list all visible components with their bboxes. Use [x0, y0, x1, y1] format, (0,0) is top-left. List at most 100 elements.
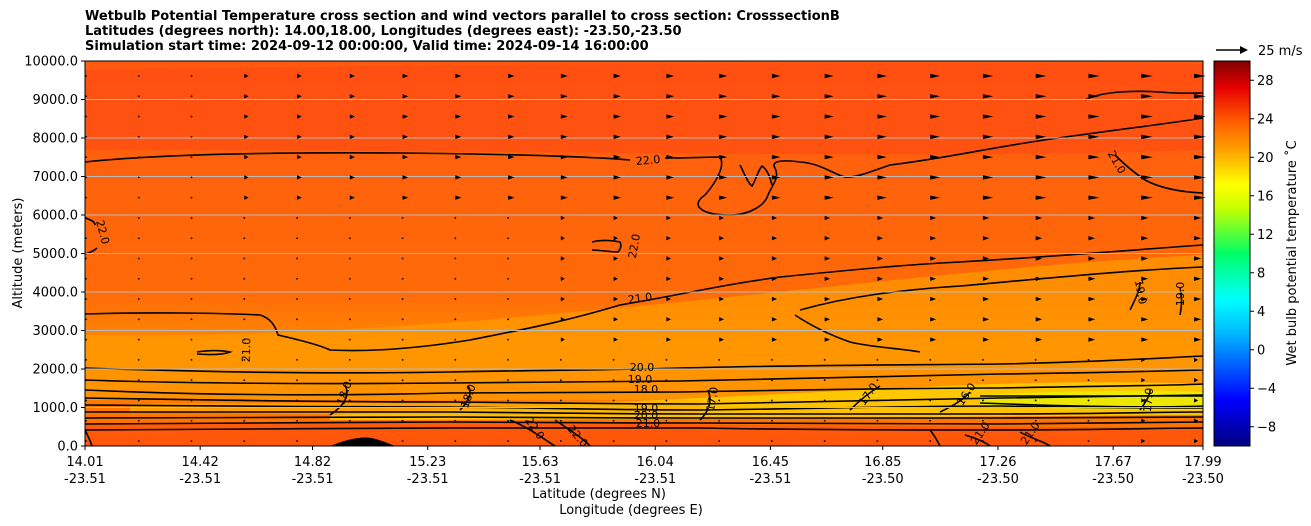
y-tick-label: 6000.0: [33, 209, 79, 224]
wind-reference-key: 25 m/s: [1216, 44, 1303, 59]
contour-16b: [1139, 389, 1151, 411]
colorbar-tick-label: 12: [1257, 228, 1274, 243]
wind-vector: [612, 358, 615, 361]
wind-vector: [719, 195, 728, 200]
wind-vector: [877, 114, 887, 119]
colorbar-label: Wet bulb potential temperature ˚C: [1284, 140, 1300, 365]
wind-vector: [1088, 317, 1096, 322]
x-axis: 14.01 -23.51 14.42 -23.51 14.82 -23.51 15.23 -2…: [64, 446, 1224, 487]
wind-vector: [612, 419, 615, 422]
colorbar-tick-label: 0: [1257, 343, 1265, 358]
wind-vector: [771, 296, 778, 302]
wind-vector: [560, 134, 568, 140]
wind-vector: [85, 237, 87, 240]
wind-vector: [137, 196, 140, 199]
wind-vector: [719, 317, 725, 322]
wind-vector: [454, 217, 457, 219]
wind-vector: [296, 257, 298, 260]
wind-vector: [1088, 215, 1096, 221]
wind-vector: [297, 175, 302, 180]
wind-vector: [560, 175, 568, 180]
wind-vector: [85, 95, 87, 98]
wind-vector: [1141, 276, 1149, 281]
colorbar-tick-label: 8: [1257, 266, 1265, 281]
wind-vector: [771, 236, 778, 241]
wind-vector: [455, 195, 462, 200]
wind-vector: [877, 317, 884, 322]
wind-vector: [613, 337, 618, 342]
wind-vector: [930, 337, 937, 342]
wind-vector: [560, 154, 568, 160]
wind-vector: [982, 175, 994, 180]
wind-vector: [507, 257, 509, 260]
y-tick-label: 10000.0: [24, 55, 78, 70]
contour-18b: [85, 411, 1203, 415]
wind-vector: [666, 195, 675, 200]
wind-vector: [401, 399, 404, 402]
wind-vector: [876, 440, 879, 442]
wind-vector: [930, 236, 937, 241]
wind-vector: [1035, 175, 1047, 180]
wind-vector: [1088, 256, 1096, 261]
wind-vector: [719, 236, 725, 241]
wind-vector: [982, 236, 990, 241]
wind-vector: [454, 298, 457, 300]
wind-vector: [401, 318, 404, 321]
wind-vector: [454, 338, 457, 341]
wind-vector: [824, 276, 831, 281]
wind-vector: [507, 338, 509, 341]
wind-vector: [824, 317, 831, 322]
wind-vector: [507, 379, 509, 382]
wind-vector: [1194, 195, 1206, 200]
wind-vector: [613, 317, 618, 322]
y-tick-label: 2000.0: [33, 363, 79, 378]
wind-vector: [560, 114, 568, 119]
wind-vector: [929, 399, 932, 402]
wind-vector: [719, 256, 725, 261]
wind-vector: [507, 358, 509, 361]
wind-vector: [296, 440, 298, 442]
wind-vector: [1141, 296, 1149, 302]
wind-vector: [137, 156, 140, 159]
wind-vector: [1088, 337, 1096, 342]
wind-vector: [508, 73, 515, 79]
wind-vector: [718, 379, 721, 382]
wind-vector: [243, 298, 246, 300]
wind-vector: [190, 277, 193, 280]
wind-vector: [930, 195, 941, 200]
wind-vector: [1194, 398, 1199, 403]
wind-vector: [402, 73, 409, 79]
wind-vector: [771, 195, 781, 200]
wind-vector: [137, 277, 140, 280]
wind-vector: [85, 135, 87, 138]
x-tick-label-lat: 14.42: [182, 455, 219, 470]
wind-vector: [85, 277, 87, 280]
wind-vector: [243, 419, 246, 422]
wind-vector: [1087, 358, 1090, 361]
x-tick-label-lon: -23.50: [862, 472, 904, 487]
wind-vector: [982, 317, 990, 322]
wind-vector: [1088, 195, 1100, 200]
wind-vector: [982, 195, 994, 200]
contour-18: [85, 383, 1203, 396]
x-tick-label-lon: -23.50: [977, 472, 1019, 487]
wind-vector: [666, 337, 672, 342]
wind-vector: [455, 175, 462, 180]
wind-vector: [1035, 215, 1043, 221]
wind-vector: [455, 114, 462, 119]
wind-vector: [877, 154, 887, 160]
contour-label: 21.0: [240, 338, 254, 363]
contour-19: [85, 369, 1203, 385]
wind-vector: [1035, 114, 1047, 119]
wind-vector: [348, 358, 351, 361]
wind-vector: [190, 318, 193, 321]
wind-vector: [929, 440, 932, 442]
wind-vector: [613, 296, 618, 302]
wind-vector: [877, 175, 887, 180]
wind-vector: [1194, 418, 1199, 423]
wind-vector: [348, 298, 351, 300]
wind-vector: [454, 237, 457, 240]
wind-vector: [1194, 377, 1199, 383]
wind-vector: [771, 215, 778, 221]
wind-vector: [877, 73, 887, 79]
